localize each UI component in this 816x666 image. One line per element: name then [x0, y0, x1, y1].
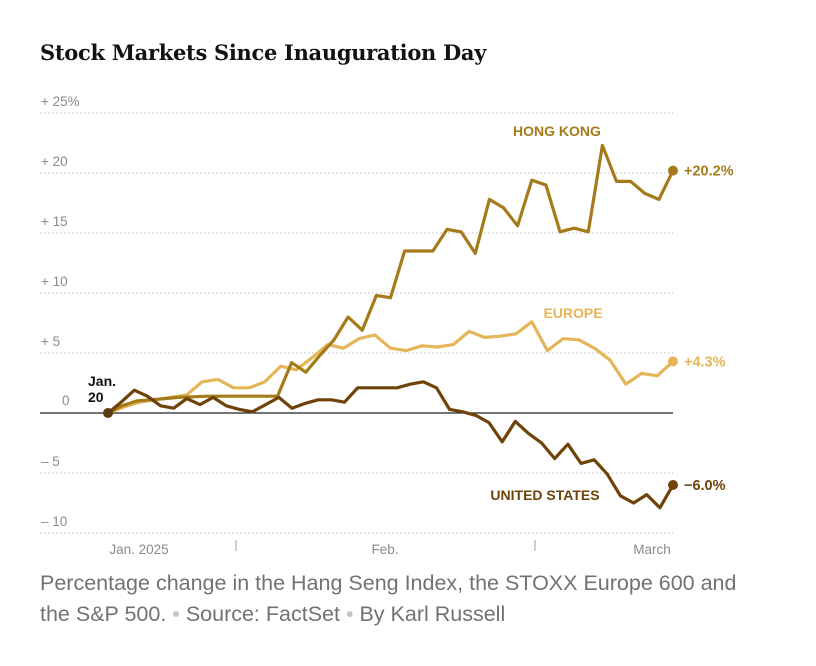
start-marker-group: Jan.20 [88, 373, 116, 418]
x-tick-label: March [633, 542, 671, 557]
x-axis: Jan. 2025 Feb. March [40, 532, 673, 557]
series-end-point [668, 480, 678, 490]
caption-separator: • [172, 602, 180, 626]
y-axis-labels: + 25% + 20 + 15 + 10 + 5 0 – 5 – 10 [41, 94, 80, 529]
series-line-united-states [106, 380, 675, 510]
y-tick-label: + 20 [41, 154, 68, 169]
gridlines [40, 112, 673, 534]
y-tick-label: – 10 [41, 514, 67, 529]
chart-caption: Percentage change in the Hang Seng Index… [40, 568, 760, 630]
chart-title: Stock Markets Since Inauguration Day [40, 40, 487, 65]
series-line-europe [106, 320, 675, 415]
y-tick-label: 0 [62, 393, 70, 408]
y-tick-label: – 5 [41, 454, 60, 469]
start-point [103, 408, 113, 418]
caption-separator: • [345, 602, 354, 626]
series-name-label: HONG KONG [513, 123, 601, 139]
caption-text: Percentage change in the Hang Seng Index… [40, 571, 737, 626]
caption-source: Source: FactSet [185, 602, 340, 626]
start-annotation-label: 20 [88, 389, 104, 405]
x-tick-label: Jan. 2025 [109, 542, 168, 557]
y-tick-label: + 5 [41, 334, 60, 349]
caption-byline: By Karl Russell [359, 602, 506, 626]
x-tick-label: Feb. [371, 542, 398, 557]
series-end-value-label: −6.0% [684, 478, 726, 494]
series-name-label: EUROPE [543, 305, 602, 321]
series-end-point [668, 356, 678, 367]
series-labels: HONG KONG +20.2% EUROPE +4.3% UNITED STATES −… [490, 123, 733, 503]
series-end-value-label: +20.2% [684, 164, 734, 180]
series-end-point [668, 165, 678, 176]
series-line-hong-kong [106, 143, 675, 415]
y-tick-label: + 10 [41, 274, 68, 289]
y-tick-label: + 25% [41, 94, 80, 109]
y-tick-label: + 15 [41, 214, 68, 229]
start-annotation-label: Jan. [88, 373, 116, 389]
series-lines [106, 143, 678, 510]
series-end-value-label: +4.3% [684, 354, 726, 370]
series-name-label: UNITED STATES [490, 487, 599, 503]
